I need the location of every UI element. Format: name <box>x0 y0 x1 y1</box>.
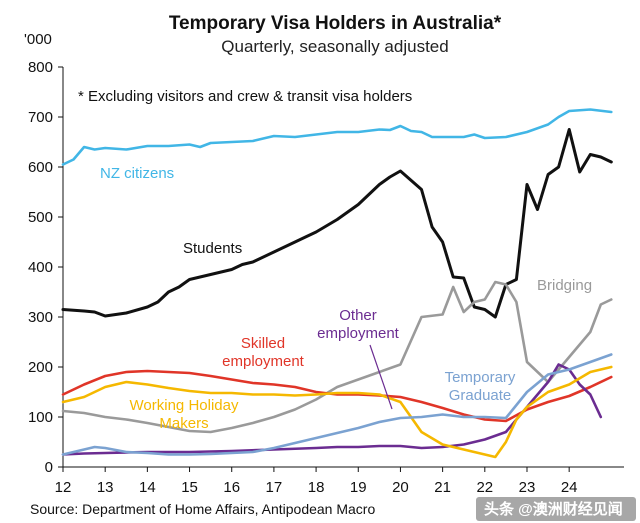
watermark: 头条 @澳洲财经见闻 <box>484 500 623 518</box>
series-line-students <box>61 128 613 319</box>
footnote: * Excluding visitors and crew & transit … <box>78 88 412 105</box>
series-label-skilled-employment: Skilled <box>241 335 285 352</box>
series-line-nz-citizens <box>61 108 613 166</box>
series-label-working-holiday-makers: Working Holiday <box>130 397 239 414</box>
y-tick-label: 300 <box>28 309 53 326</box>
series-label-other-employment: Other <box>339 307 377 324</box>
y-tick-label: 200 <box>28 359 53 376</box>
series-label-bridging: Bridging <box>537 277 592 294</box>
source-note: Source: Department of Home Affairs, Anti… <box>30 501 375 517</box>
x-tick-label: 12 <box>55 479 72 496</box>
watermark-badge <box>476 497 636 521</box>
series-line-working-holiday-makers <box>61 365 613 459</box>
series-label-nz-citizens: NZ citizens <box>100 165 174 182</box>
y-tick-label: 600 <box>28 159 53 176</box>
series-layer <box>61 108 613 459</box>
series-label-temporary-graduate: Graduate <box>449 387 512 404</box>
series-label-students: Students <box>183 240 242 257</box>
x-tick-label: 20 <box>392 479 409 496</box>
series-line-bridging <box>61 280 613 434</box>
series-label-working-holiday-makers: Makers <box>159 415 208 432</box>
series-labels: NZ citizensStudentsBridgingSkilledemploy… <box>100 165 592 432</box>
y-tick-label: 500 <box>28 209 53 226</box>
series-line-temporary-graduate <box>61 353 613 456</box>
chart-title: Temporary Visa Holders in Australia* <box>169 13 502 34</box>
y-tick-label: 800 <box>28 59 53 76</box>
x-tick-label: 15 <box>181 479 198 496</box>
y-tick-label: 100 <box>28 409 53 426</box>
chart-subtitle: Quarterly, seasonally adjusted <box>221 37 448 56</box>
x-tick-label: 14 <box>139 479 156 496</box>
x-tick-label: 22 <box>476 479 493 496</box>
x-tick-label: 13 <box>97 479 114 496</box>
y-tick-label: 400 <box>28 259 53 276</box>
series-label-temporary-graduate: Temporary <box>445 369 516 386</box>
x-tick-label: 23 <box>519 479 536 496</box>
axes: 0 100 200 300 400 500 600 700 800 12 13 14 15 16 17 18 1… <box>28 59 624 496</box>
series-label-skilled-employment: employment <box>222 353 305 370</box>
series-line-other-employment <box>61 363 603 456</box>
other-employment-leader-line <box>369 344 393 410</box>
x-tick-label: 17 <box>266 479 283 496</box>
x-tick-label: 18 <box>308 479 325 496</box>
y-tick-label: 700 <box>28 109 53 126</box>
y-tick-label: 0 <box>45 459 53 476</box>
series-label-other-employment: employment <box>317 325 400 342</box>
x-tick-label: 19 <box>350 479 367 496</box>
x-tick-label: 24 <box>561 479 578 496</box>
x-tick-label: 21 <box>434 479 451 496</box>
x-tick-label: 16 <box>223 479 240 496</box>
y-unit-label: '000 <box>24 31 52 48</box>
